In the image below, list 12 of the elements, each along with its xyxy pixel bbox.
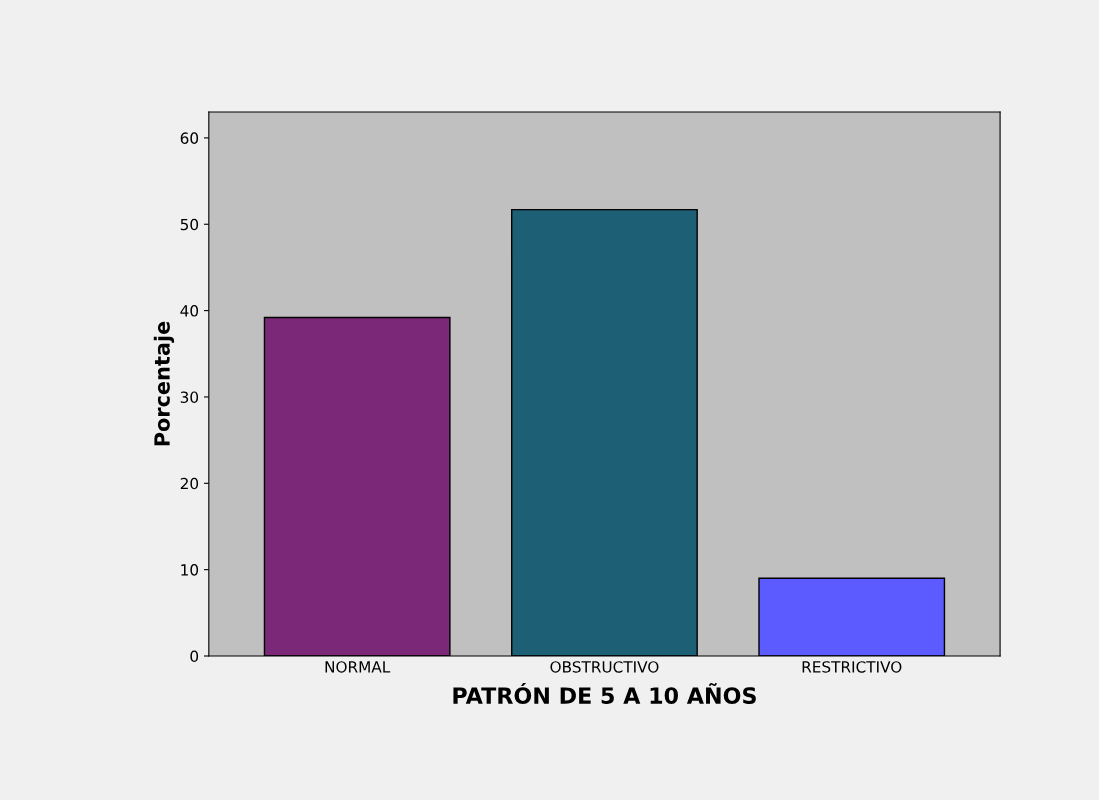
y-tick-label: 10 [181,564,199,576]
x-tick-label: RESTRICTIVO [802,661,902,673]
x-axis-title: PATRÓN DE 5 A 10 AÑOS [453,683,756,704]
y-tick-label: 20 [180,477,199,490]
y-axis-title: Porcentaje [153,321,175,446]
x-tick-label: NORMAL [325,661,391,673]
y-tick-label: 0 [190,650,199,663]
y-tick-label: 60 [180,132,199,144]
y-tick-label: 30 [180,391,199,403]
y-tick-label: 40 [180,305,199,317]
y-tick-label: 50 [180,218,199,231]
x-tick-label: OBSTRUCTIVO [550,661,659,673]
